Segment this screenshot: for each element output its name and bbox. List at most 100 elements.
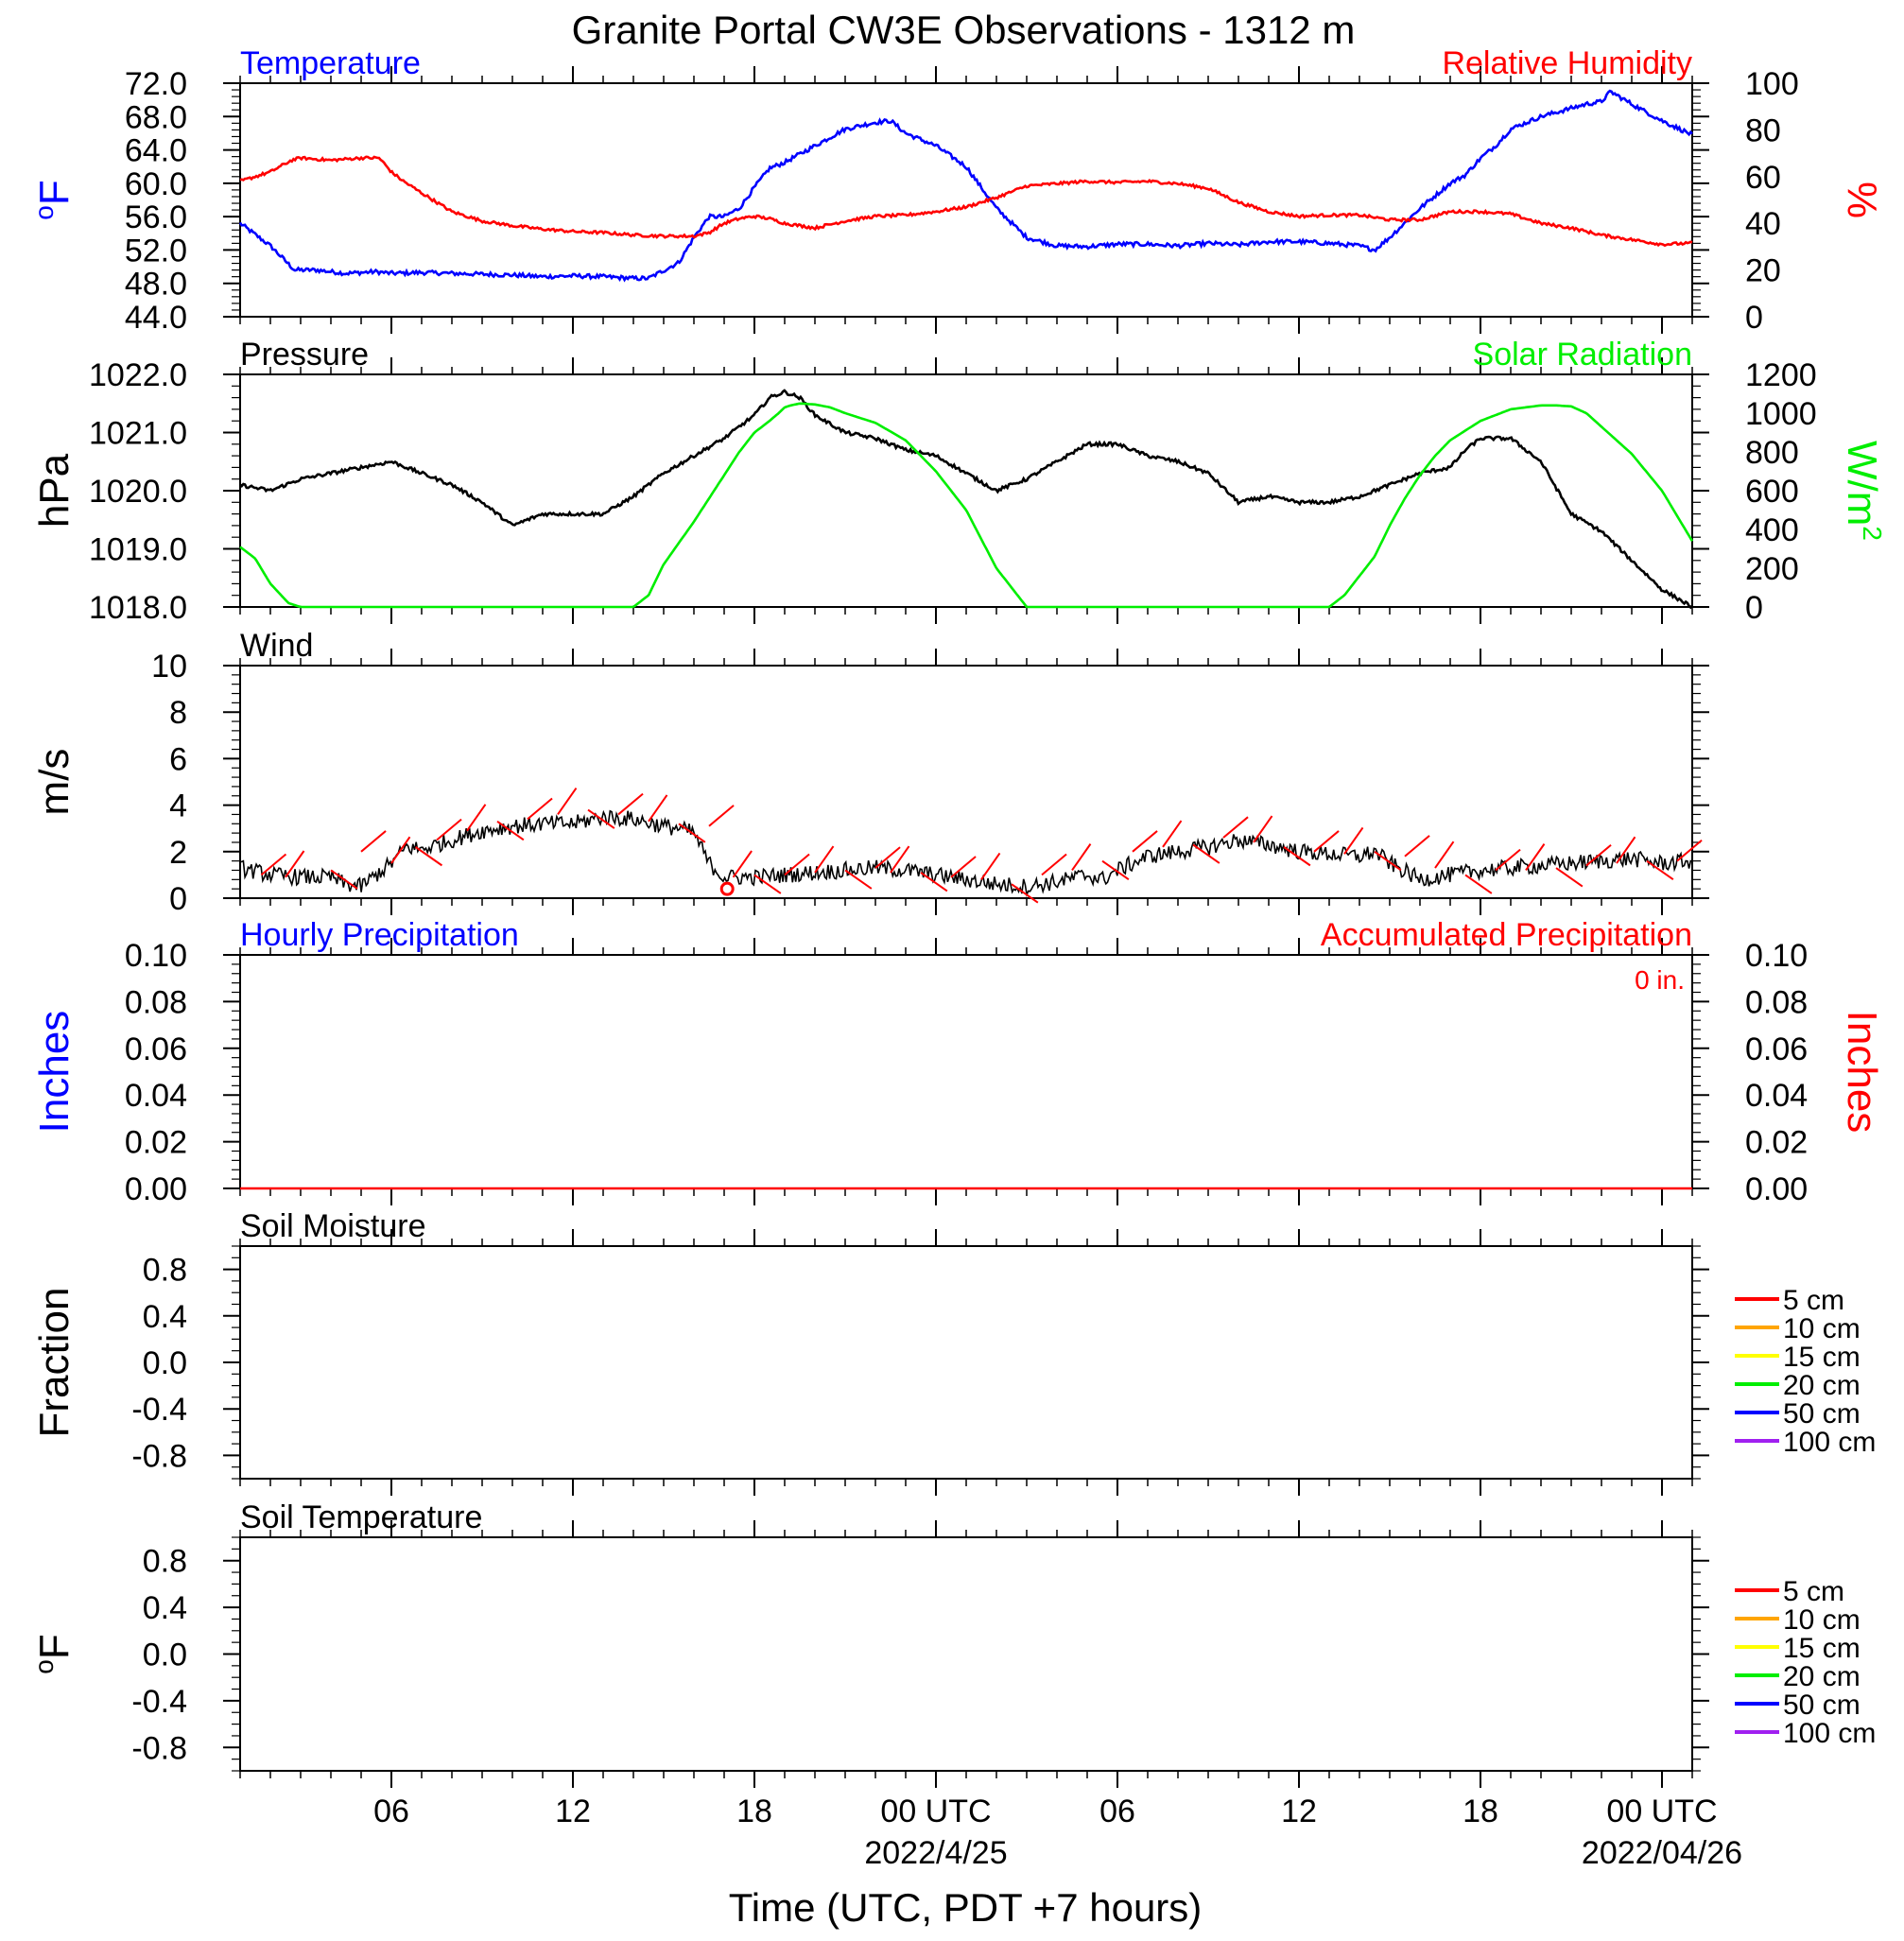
y-axis-label-left: Inches [31,1011,78,1134]
legend-label: 15 cm [1783,1633,1861,1664]
wind-barb [784,853,810,876]
y-right-tick-label: 40 [1745,206,1781,242]
y-right-tick-label: 100 [1745,66,1799,102]
wind-barb [1374,850,1402,872]
y-left-tick-label: 72.0 [125,66,187,102]
wind-barb [678,823,706,843]
x-tick-label: 18 [736,1794,772,1829]
plot-area: 72.068.064.060.056.052.048.044.010080604… [29,45,1887,1871]
y-left-tick-label: 56.0 [125,199,187,235]
wind-barb [466,804,487,832]
x-tick-label: 06 [1099,1794,1135,1829]
wind-barb [1616,836,1636,864]
wind-barb [950,856,977,878]
x-tick-label: 06 [373,1794,409,1829]
y-right-tick-label: 1000 [1745,396,1817,432]
y-axis-label-left: Fraction [31,1288,78,1438]
y-left-tick-label: 0.8 [143,1253,187,1289]
wind-barb [708,805,735,827]
wind-barb [390,836,411,864]
y-left-tick-label: 0.00 [125,1171,187,1207]
legend-label: 5 cm [1783,1285,1844,1316]
legend-label: 15 cm [1783,1342,1861,1373]
y-right-tick-label: 60 [1745,160,1781,196]
y-left-tick-label: 6 [169,741,187,777]
panel-title-left: Hourly Precipitation [240,917,519,953]
y-left-tick-label: 4 [169,789,187,824]
y-right-tick-label: 800 [1745,435,1799,471]
y-left-tick-label: 1018.0 [89,590,187,626]
y-left-tick-label: -0.4 [131,1684,187,1720]
wind-barb [980,852,1001,880]
wind-barb [732,850,753,878]
y-right-tick-label: 0.00 [1745,1171,1808,1207]
panel-soil_moisture: 0.8 0.4 0.0 -0.4 -0.8 Soil Moisture Fraction 5 … [31,1208,1876,1496]
y-left-tick-label: 0.0 [143,1638,187,1673]
panel-title-left: Wind [240,628,313,664]
series-wind [239,809,1693,897]
wind-barb [1525,843,1546,872]
y-left-tick-label: -0.4 [131,1392,187,1428]
panel-title-right: Accumulated Precipitation [1321,917,1692,953]
y-left-tick-label: 48.0 [125,267,187,303]
wind-barb [890,845,910,874]
y-left-tick-label: 64.0 [125,133,187,169]
y-left-tick-label: 0.06 [125,1031,187,1067]
y-left-tick-label: 1020.0 [89,474,187,510]
panel-title-right: Relative Humidity [1442,45,1692,81]
y-axis-label-left: hPa [31,453,78,528]
wind-barb [814,845,835,874]
wind-barb [1646,859,1674,880]
wind-barb [1162,820,1183,848]
wind-barb [648,794,668,823]
y-right-tick-label: 1200 [1745,357,1817,393]
panel-title-left: Pressure [240,337,369,373]
y-axis-label-right: Inches [1839,1011,1885,1134]
legend-label: 5 cm [1783,1576,1844,1607]
figure-title: Granite Portal CW3E Observations - 1312 … [572,8,1356,52]
y-left-tick-label: 60.0 [125,166,187,202]
y-right-tick-label: 0 [1745,590,1763,626]
panel-pressure_solar: 1022.0 1021.0 1020.0 1019.0 1018.0 1200100080… [31,337,1887,626]
y-right-tick-label: 80 [1745,113,1781,148]
wind-barb [874,846,901,869]
wind-barb [1585,843,1612,867]
wind-barb [1464,874,1493,894]
legend-label: 20 cm [1783,1370,1861,1401]
y-left-tick-label: 1021.0 [89,416,187,452]
panel-title-left: Soil Temperature [240,1499,482,1535]
y-right-tick-label: 0.04 [1745,1078,1808,1114]
wind-barb [1283,846,1311,867]
wind-barb [415,846,443,867]
x-tick-date-label: 2022/04/26 [1582,1835,1742,1871]
y-axis-label-right: W/m2 [1839,441,1887,541]
wind-barb [844,869,873,890]
y-left-tick-label: 0.02 [125,1125,187,1161]
y-left-tick-label: -0.8 [131,1730,187,1766]
y-left-tick-label: 0.04 [125,1078,187,1114]
y-right-tick-label: 0.06 [1745,1031,1808,1067]
wind-barb [1011,883,1039,904]
y-right-tick-label: 0.02 [1745,1125,1808,1161]
legend-label: 20 cm [1783,1661,1861,1692]
wind-barb [617,792,644,816]
panel-precipitation: 0.10 0.08 0.06 0.04 0.02 0.00 0.10 0.08 0.06 0.04… [31,917,1885,1207]
y-axis-label-left: oF [29,1634,78,1673]
legend-label: 50 cm [1783,1398,1861,1430]
y-axis-label-right: % [1839,182,1885,218]
y-left-tick-label: 0.4 [143,1590,187,1626]
x-tick-date-label: 2022/4/25 [864,1835,1007,1871]
wind-barb [1253,815,1273,843]
y-left-tick-label: 68.0 [125,99,187,135]
wind-barb [1676,840,1703,862]
wind-barb [285,850,305,878]
wind-barb [1404,835,1430,858]
wind-barb [330,869,358,890]
y-left-tick-label: 0 [169,881,187,917]
wind-barb [496,821,525,841]
calm-wind-marker [719,881,735,896]
x-tick-label: 12 [555,1794,591,1829]
y-left-tick-label: 8 [169,695,187,731]
